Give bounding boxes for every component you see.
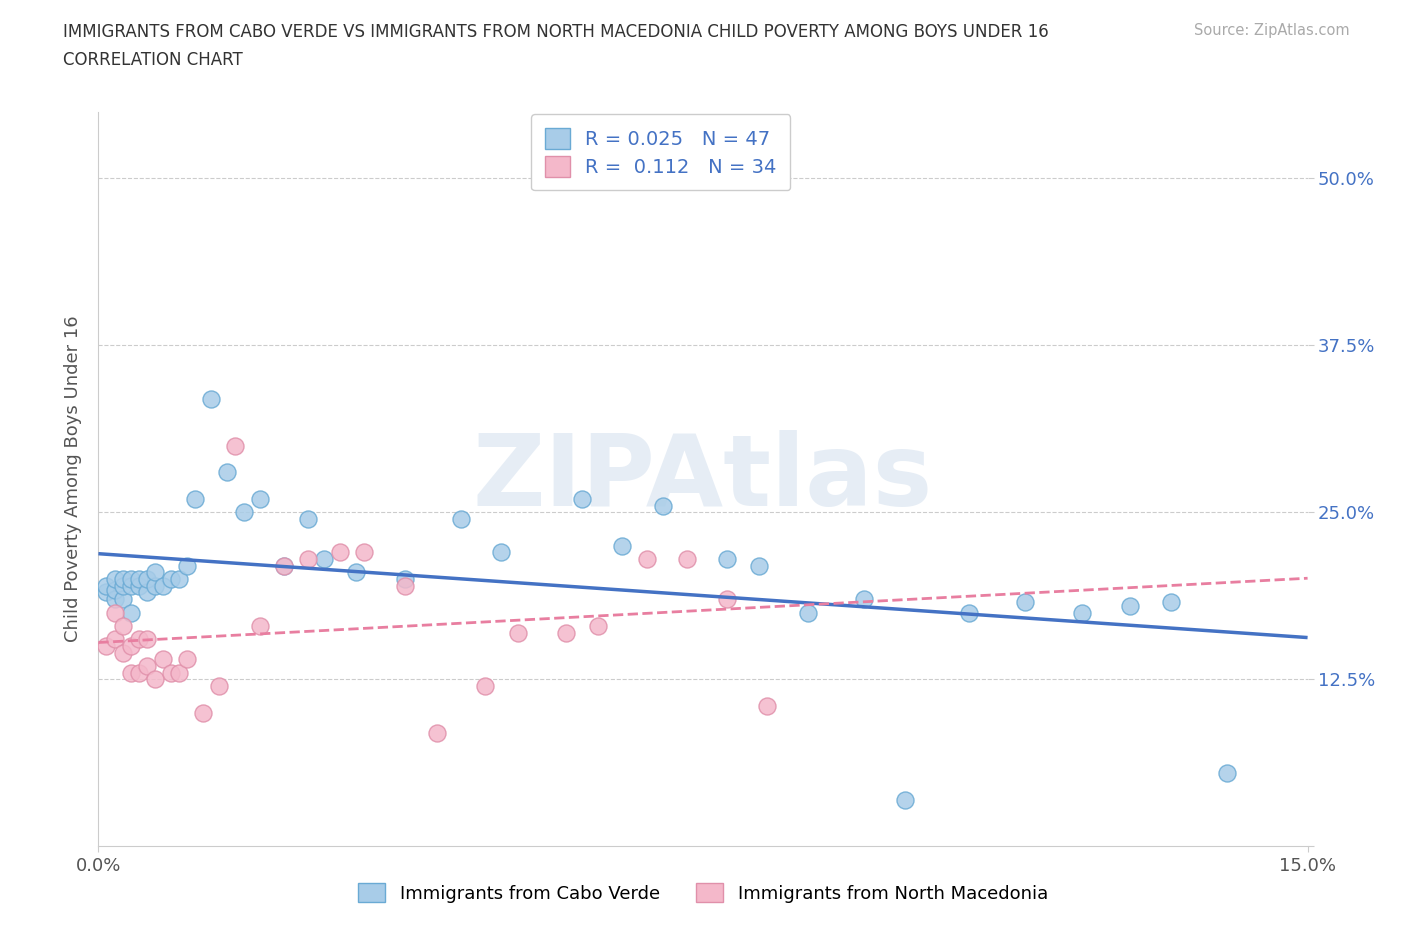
Point xyxy=(120,605,142,620)
Text: IMMIGRANTS FROM CABO VERDE VS IMMIGRANTS FROM NORTH MACEDONIA CHILD POVERTY AMON: IMMIGRANTS FROM CABO VERDE VS IMMIGRANTS… xyxy=(63,23,1049,41)
Point xyxy=(273,558,295,573)
Point xyxy=(200,392,222,406)
Point xyxy=(957,605,980,620)
Point xyxy=(208,679,231,694)
Point xyxy=(135,585,157,600)
Point xyxy=(716,551,738,566)
Point xyxy=(353,545,375,560)
Point xyxy=(491,545,513,560)
Point xyxy=(586,618,609,633)
Point xyxy=(135,631,157,646)
Point xyxy=(748,558,770,573)
Point xyxy=(128,631,150,646)
Point xyxy=(103,605,125,620)
Legend: R = 0.025   N = 47, R =  0.112   N = 34: R = 0.025 N = 47, R = 0.112 N = 34 xyxy=(531,114,790,191)
Point xyxy=(329,545,352,560)
Point xyxy=(1014,594,1036,609)
Point xyxy=(249,618,271,633)
Point xyxy=(555,625,578,640)
Point xyxy=(506,625,529,640)
Point xyxy=(103,631,125,646)
Point xyxy=(273,558,295,573)
Point xyxy=(111,572,134,587)
Point xyxy=(128,572,150,587)
Point xyxy=(232,505,254,520)
Point xyxy=(143,565,166,580)
Point xyxy=(128,578,150,593)
Point xyxy=(111,591,134,606)
Point xyxy=(152,652,174,667)
Point xyxy=(249,492,271,507)
Point xyxy=(143,671,166,686)
Legend: Immigrants from Cabo Verde, Immigrants from North Macedonia: Immigrants from Cabo Verde, Immigrants f… xyxy=(349,874,1057,911)
Point xyxy=(120,578,142,593)
Point xyxy=(426,725,449,740)
Point xyxy=(1160,594,1182,609)
Point xyxy=(167,665,190,680)
Point xyxy=(297,551,319,566)
Point xyxy=(160,665,183,680)
Point xyxy=(111,578,134,593)
Point xyxy=(1119,598,1142,613)
Point xyxy=(636,551,658,566)
Point xyxy=(676,551,699,566)
Point xyxy=(103,572,125,587)
Point xyxy=(853,591,876,606)
Point xyxy=(314,551,336,566)
Point xyxy=(135,658,157,673)
Point xyxy=(797,605,820,620)
Point xyxy=(394,572,416,587)
Point xyxy=(224,438,246,453)
Point xyxy=(344,565,367,580)
Point xyxy=(893,792,915,807)
Point xyxy=(716,591,738,606)
Point xyxy=(128,665,150,680)
Point xyxy=(120,665,142,680)
Point xyxy=(152,578,174,593)
Point xyxy=(184,492,207,507)
Point xyxy=(111,645,134,660)
Point xyxy=(193,705,215,720)
Point xyxy=(217,465,239,480)
Point xyxy=(96,639,118,654)
Point xyxy=(103,582,125,597)
Point xyxy=(143,578,166,593)
Text: ZIPAtlas: ZIPAtlas xyxy=(472,431,934,527)
Point xyxy=(651,498,673,513)
Point xyxy=(612,538,634,553)
Point xyxy=(1216,765,1239,780)
Point xyxy=(297,512,319,526)
Point xyxy=(176,558,198,573)
Y-axis label: Child Poverty Among Boys Under 16: Child Poverty Among Boys Under 16 xyxy=(63,315,82,643)
Text: Source: ZipAtlas.com: Source: ZipAtlas.com xyxy=(1194,23,1350,38)
Point xyxy=(135,572,157,587)
Point xyxy=(394,578,416,593)
Point xyxy=(103,591,125,606)
Point xyxy=(111,618,134,633)
Point xyxy=(120,639,142,654)
Point xyxy=(450,512,472,526)
Text: CORRELATION CHART: CORRELATION CHART xyxy=(63,51,243,69)
Point xyxy=(167,572,190,587)
Point xyxy=(1070,605,1092,620)
Point xyxy=(120,572,142,587)
Point xyxy=(96,578,118,593)
Point xyxy=(474,679,496,694)
Point xyxy=(571,492,593,507)
Point xyxy=(176,652,198,667)
Point xyxy=(160,572,183,587)
Point xyxy=(756,698,779,713)
Point xyxy=(96,585,118,600)
